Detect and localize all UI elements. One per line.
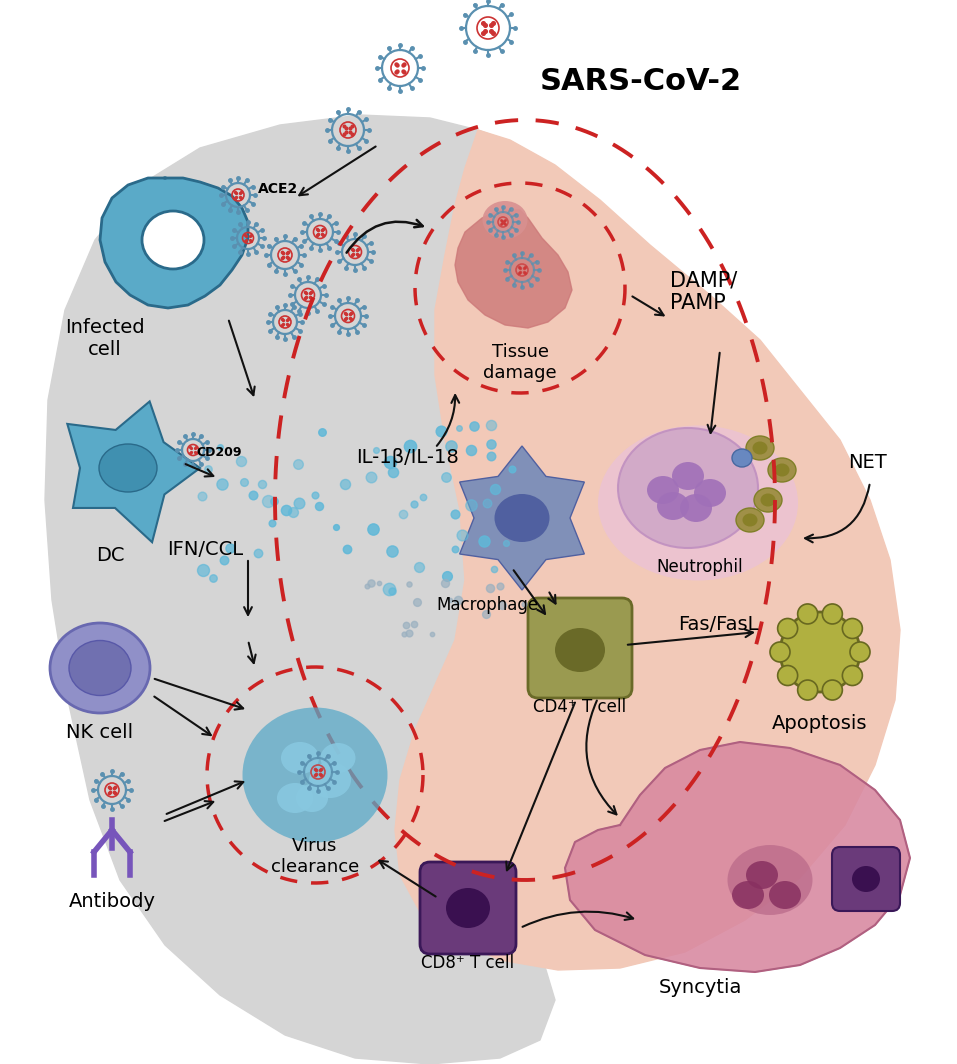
Circle shape: [770, 642, 790, 662]
Polygon shape: [565, 742, 910, 972]
Polygon shape: [459, 446, 585, 591]
Ellipse shape: [446, 888, 490, 928]
Ellipse shape: [672, 462, 704, 491]
Ellipse shape: [774, 464, 790, 477]
Text: Syncytia: Syncytia: [658, 978, 742, 997]
Ellipse shape: [142, 211, 204, 269]
Text: Virus
clearance: Virus clearance: [271, 837, 359, 876]
Text: Antibody: Antibody: [69, 892, 155, 911]
Ellipse shape: [69, 641, 131, 696]
Text: Tissue
damage: Tissue damage: [483, 343, 557, 382]
Text: DAMP/
PAMP: DAMP/ PAMP: [670, 270, 737, 313]
Ellipse shape: [746, 436, 774, 460]
Text: NET: NET: [848, 452, 887, 471]
Ellipse shape: [657, 492, 689, 520]
FancyBboxPatch shape: [528, 598, 632, 698]
Text: CD209: CD209: [196, 446, 241, 459]
Circle shape: [797, 604, 817, 624]
Text: CD8⁺ T cell: CD8⁺ T cell: [421, 954, 515, 972]
Ellipse shape: [50, 624, 150, 713]
Ellipse shape: [495, 494, 549, 542]
Ellipse shape: [746, 861, 778, 890]
Ellipse shape: [647, 476, 679, 504]
Ellipse shape: [680, 494, 712, 522]
Polygon shape: [100, 178, 248, 307]
Ellipse shape: [754, 488, 782, 512]
Polygon shape: [395, 130, 900, 970]
Ellipse shape: [852, 866, 880, 892]
Text: Neutrophil: Neutrophil: [657, 558, 744, 576]
Ellipse shape: [598, 426, 798, 581]
Polygon shape: [45, 115, 555, 1064]
Ellipse shape: [736, 508, 764, 532]
Ellipse shape: [99, 444, 157, 492]
Text: IFN/CCL: IFN/CCL: [167, 541, 243, 559]
Ellipse shape: [743, 514, 758, 527]
Ellipse shape: [618, 428, 758, 548]
Ellipse shape: [309, 762, 351, 798]
Ellipse shape: [555, 628, 605, 672]
Circle shape: [822, 680, 842, 700]
Circle shape: [778, 618, 797, 638]
Text: Fas/FasL: Fas/FasL: [678, 615, 758, 634]
Ellipse shape: [482, 201, 527, 239]
Circle shape: [822, 604, 842, 624]
FancyBboxPatch shape: [832, 847, 900, 911]
Text: SARS-CoV-2: SARS-CoV-2: [540, 67, 742, 97]
Text: ACE2: ACE2: [258, 182, 299, 196]
Text: IL-1β/IL-18: IL-1β/IL-18: [357, 448, 459, 467]
Polygon shape: [455, 210, 572, 328]
Text: NK cell: NK cell: [66, 724, 134, 742]
Ellipse shape: [761, 494, 775, 506]
Ellipse shape: [727, 845, 812, 915]
Circle shape: [778, 665, 797, 685]
Ellipse shape: [277, 783, 313, 813]
Circle shape: [850, 642, 870, 662]
Ellipse shape: [769, 881, 801, 909]
Polygon shape: [67, 401, 200, 543]
FancyBboxPatch shape: [420, 862, 516, 954]
Ellipse shape: [732, 881, 764, 909]
Ellipse shape: [752, 442, 768, 454]
Ellipse shape: [242, 708, 388, 843]
Text: Infected
cell: Infected cell: [65, 318, 145, 359]
Ellipse shape: [732, 449, 752, 467]
Circle shape: [797, 680, 817, 700]
Ellipse shape: [768, 458, 796, 482]
Text: Apoptosis: Apoptosis: [772, 714, 868, 733]
Circle shape: [842, 665, 862, 685]
Ellipse shape: [281, 742, 319, 774]
Text: CD4⁺ T cell: CD4⁺ T cell: [533, 698, 627, 716]
Ellipse shape: [321, 743, 355, 774]
Ellipse shape: [296, 784, 328, 812]
Circle shape: [780, 612, 860, 692]
Circle shape: [842, 618, 862, 638]
Text: DC: DC: [96, 546, 124, 565]
Text: Macrophage: Macrophage: [436, 596, 538, 614]
Ellipse shape: [694, 479, 726, 508]
